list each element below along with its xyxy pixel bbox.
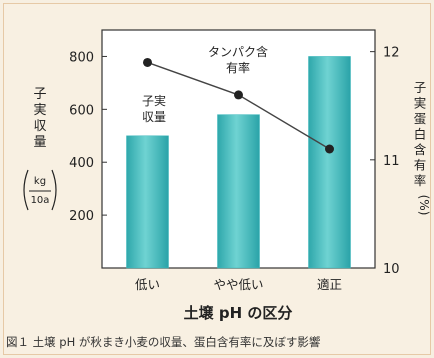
- right-tick-label: 12: [383, 46, 400, 61]
- x-axis-ticks: 低い やや低い 適正: [135, 277, 342, 292]
- x-tick-label: 低い: [135, 277, 160, 292]
- left-axis-unit: kg 10a: [23, 169, 57, 211]
- right-tick-label: 11: [383, 154, 400, 169]
- line-point-2: [234, 90, 243, 100]
- left-label-char: 量: [33, 135, 46, 150]
- left-tick-label: 200: [69, 209, 94, 224]
- bar-1: [126, 135, 169, 269]
- left-label-char: 実: [33, 102, 46, 118]
- line-point-3: [325, 144, 334, 154]
- right-axis-unit: (%): [417, 195, 431, 216]
- right-label-char: 蛋: [414, 111, 427, 126]
- left-unit-bottom: 10a: [31, 195, 50, 206]
- line-series: [143, 57, 334, 154]
- bar-annotation-line2: 収量: [142, 110, 166, 124]
- bar-annotation-line1: 子実: [142, 93, 166, 108]
- left-label-char: 収: [33, 119, 46, 134]
- x-axis-title: 土壌 pH の区分: [184, 304, 293, 322]
- line-annotation-line2: 有率: [226, 60, 250, 75]
- x-tick-label: やや低い: [213, 277, 263, 292]
- right-label-char: 率: [414, 173, 427, 188]
- figure-caption: 図１ 土壌 pH が秋まき小麦の収量、蛋白含有率に及ぼす影響: [6, 335, 321, 349]
- bar-series: [126, 56, 351, 269]
- left-tick-label: 800: [69, 50, 94, 65]
- right-label-char: 子: [414, 80, 427, 95]
- right-label-char: 含: [414, 142, 427, 157]
- left-tick-label: 400: [69, 156, 94, 171]
- x-tick-label: 適正: [317, 277, 342, 292]
- line-point-1: [143, 57, 152, 67]
- bar-3: [308, 56, 351, 269]
- left-tick-label: 600: [69, 103, 94, 118]
- bar-2: [217, 114, 260, 269]
- right-label-char: 有: [414, 158, 427, 173]
- left-label-char: 子: [33, 87, 46, 102]
- left-axis-ticks: 200 400 600 800: [69, 50, 107, 224]
- right-tick-label: 10: [383, 262, 400, 277]
- right-label-char: 白: [414, 127, 427, 142]
- right-label-char: 実: [414, 96, 427, 111]
- right-axis-ticks: 10 11 12: [370, 46, 400, 277]
- left-unit-top: kg: [34, 176, 46, 187]
- line-annotation-line1: タンパク含: [208, 44, 268, 59]
